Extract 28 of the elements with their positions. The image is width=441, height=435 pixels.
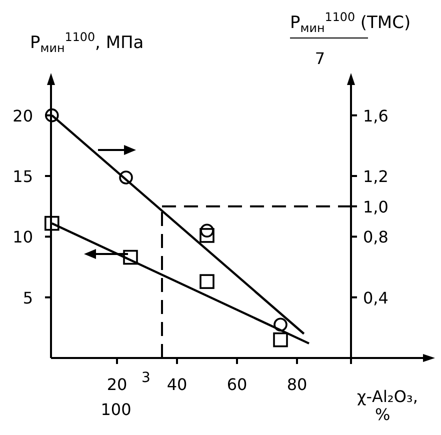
point [200, 228, 214, 243]
x-tick-label: 80 [286, 375, 308, 394]
point [123, 250, 138, 265]
x-axis-title: χ-Al₂O₃, % [357, 387, 418, 424]
text: 3 [142, 370, 150, 386]
y-tick-label: 15 [12, 167, 33, 186]
x-tick-label: 40 [166, 375, 188, 394]
point [119, 170, 133, 184]
point [274, 318, 288, 332]
y-tick-label: 10 [12, 228, 33, 247]
y-tick-label: 20 [12, 106, 33, 126]
y-tick-label: 5 [22, 288, 33, 308]
point [200, 274, 214, 289]
y2-tick-label: 1,0 [363, 197, 388, 216]
point [45, 108, 59, 122]
text: 100 [100, 400, 132, 419]
y2-tick-label: 0,8 [363, 228, 388, 247]
text: 7 [314, 49, 326, 68]
x-tick-label: 20 [106, 375, 128, 394]
y-axis-title: P$_{мин}$$^{1100}$, МПа [30, 30, 144, 55]
y2-tick-label: 1,6 [363, 106, 388, 126]
point [273, 332, 288, 348]
y2-tick-label: 1,2 [363, 167, 388, 186]
x-tick-label: 60 [226, 375, 248, 394]
y2-axis-title: P$_{мин}$$^{1100}$ (ТМС) [290, 10, 411, 35]
point [200, 224, 214, 238]
y2-tick-label: 0,4 [363, 288, 388, 308]
point [44, 216, 60, 231]
